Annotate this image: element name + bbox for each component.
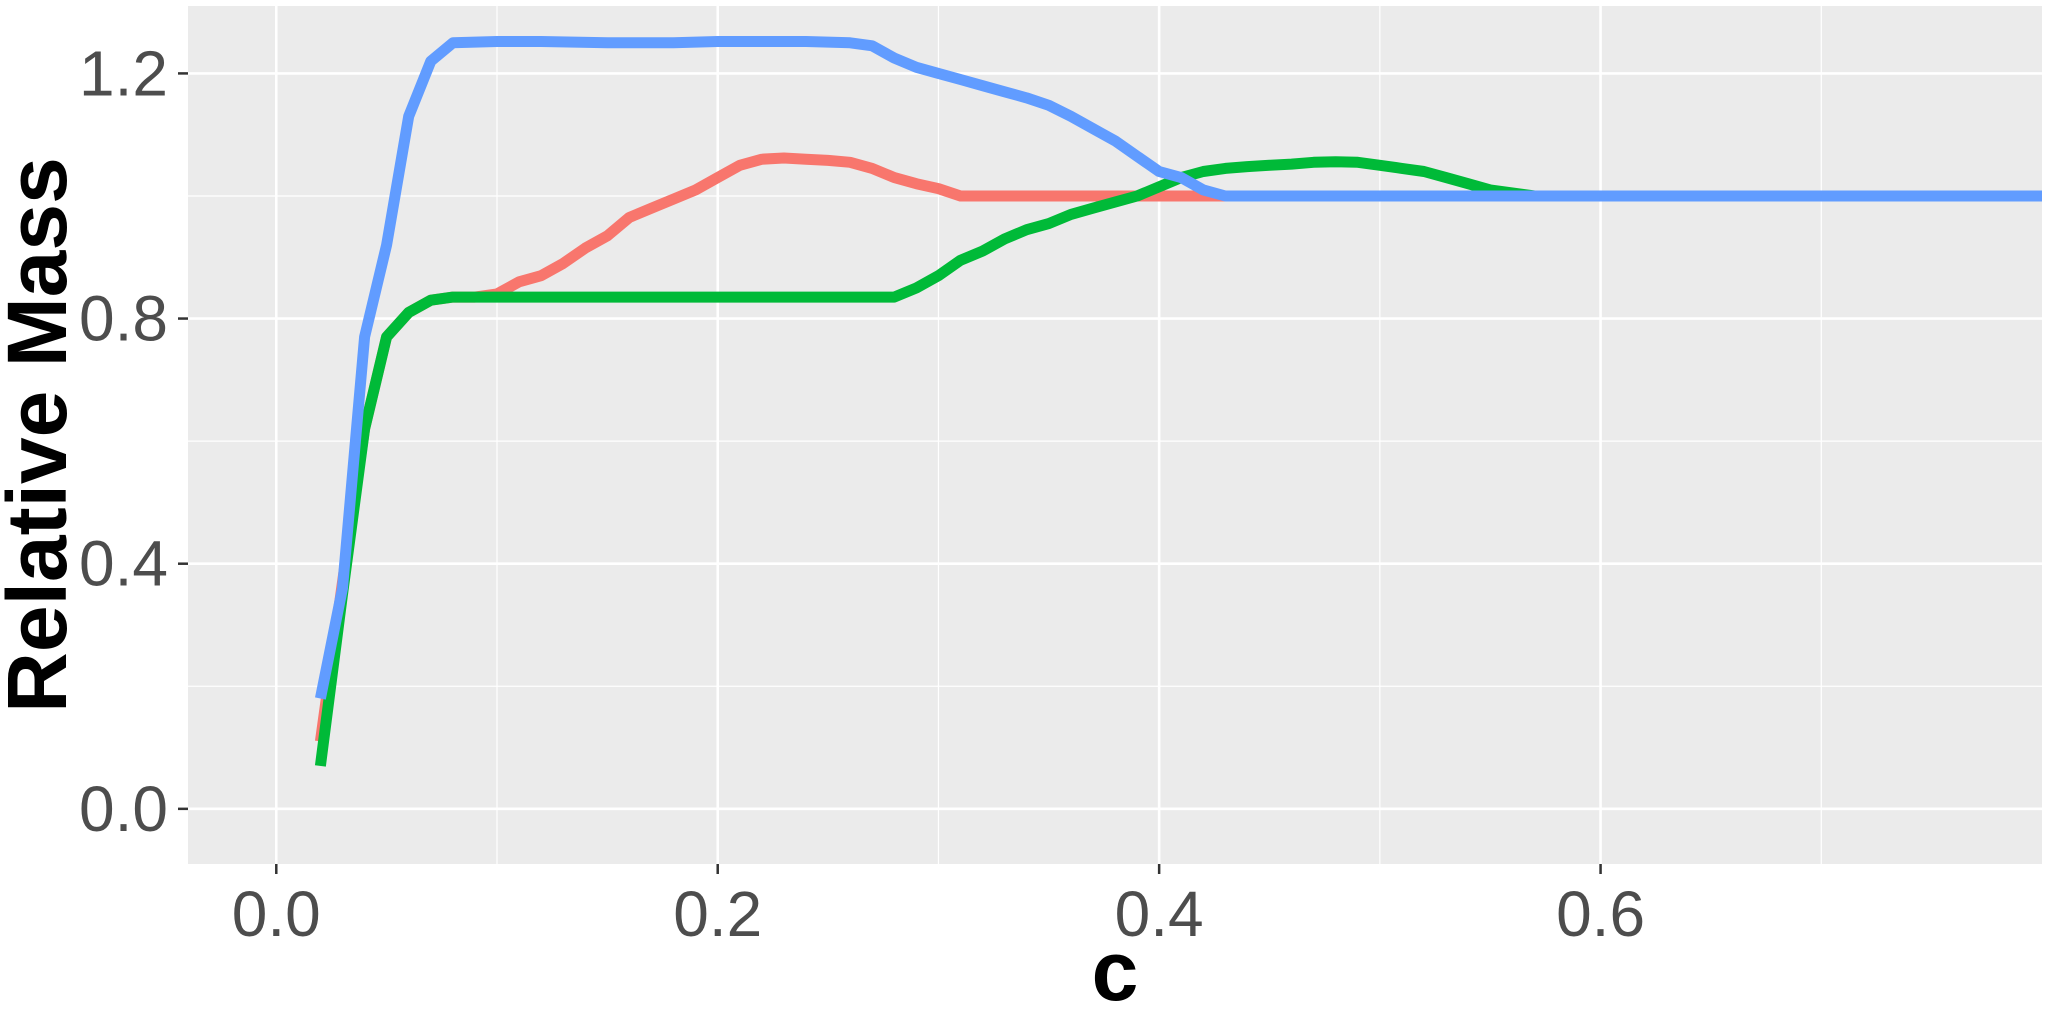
- x-tick-label: 0.4: [1115, 878, 1204, 950]
- y-tick-label: 0.8: [79, 283, 168, 355]
- x-tick-label: 0.0: [232, 878, 321, 950]
- x-axis-title: c: [1092, 924, 1139, 1018]
- series-lines: [314, 36, 2042, 767]
- y-tick-label: 1.2: [79, 37, 168, 109]
- series-line-3: [315, 36, 2042, 700]
- x-axis-ticks: 0.0 0.2 0.4 0.6: [232, 864, 1645, 950]
- x-tick-label: 0.6: [1556, 878, 1645, 950]
- x-tick-label: 0.2: [673, 878, 762, 950]
- series-line-2: [314, 156, 2042, 767]
- y-tick-label: 0.4: [79, 528, 168, 600]
- y-axis-title: Relative Mass: [0, 157, 84, 713]
- major-gridlines: [188, 6, 2042, 864]
- y-axis-ticks: 0.0 0.4 0.8 1.2: [79, 37, 188, 845]
- y-tick-label: 0.0: [79, 773, 168, 845]
